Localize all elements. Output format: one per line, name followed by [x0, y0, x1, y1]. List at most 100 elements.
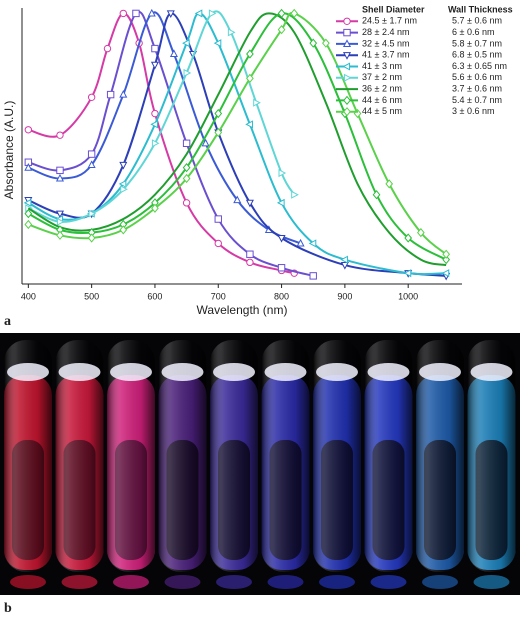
- marker: [441, 269, 450, 278]
- marker: [132, 9, 140, 18]
- marker: [182, 39, 190, 48]
- legend-label: 37 ± 2 nm: [362, 72, 402, 82]
- vial-reflection: [61, 575, 98, 589]
- vial-meniscus: [316, 363, 358, 381]
- vial-meniscus: [110, 363, 152, 381]
- vial-reflection: [370, 575, 407, 589]
- marker: [246, 258, 254, 267]
- marker: [296, 238, 305, 247]
- vial-meniscus: [7, 363, 49, 381]
- marker: [87, 160, 96, 169]
- legend-label: 44 ± 6 nm: [362, 95, 402, 105]
- marker: [233, 195, 242, 204]
- marker: [253, 98, 261, 107]
- legend-wall-thickness: 5.7 ± 0.6 nm: [452, 16, 502, 26]
- marker: [119, 89, 128, 98]
- marker: [183, 68, 192, 77]
- x-tick-label: 500: [84, 291, 99, 301]
- x-tick-label: 900: [337, 291, 352, 301]
- marker: [56, 217, 65, 226]
- marker: [290, 8, 299, 19]
- marker: [343, 17, 351, 25]
- y-axis-label: Absorbance (A.U.): [2, 101, 16, 200]
- marker: [24, 163, 33, 171]
- vial-meniscus: [161, 363, 204, 381]
- marker: [150, 120, 159, 129]
- marker: [245, 199, 254, 208]
- vial-reflection: [319, 575, 355, 589]
- marker: [322, 38, 330, 48]
- panel-label: b: [4, 601, 12, 616]
- marker: [291, 190, 299, 199]
- marker: [103, 44, 112, 53]
- marker: [214, 215, 222, 223]
- marker: [245, 120, 253, 129]
- vial-meniscus: [470, 363, 513, 381]
- series-line: [27, 12, 447, 267]
- marker: [340, 261, 349, 270]
- legend-label: 41 ± 3 nm: [362, 61, 402, 71]
- marker: [87, 93, 96, 101]
- marker: [151, 139, 160, 148]
- legend-label: 41 ± 3.7 nm: [362, 50, 409, 60]
- vial-meniscus: [58, 363, 101, 381]
- marker: [194, 9, 203, 18]
- marker: [24, 126, 33, 134]
- legend-wall-thickness: 6 ± 0.6 nm: [452, 27, 494, 37]
- marker: [343, 107, 351, 117]
- marker: [24, 209, 33, 219]
- marker: [182, 163, 191, 173]
- x-tick-label: 700: [211, 291, 226, 301]
- vial-glass: [416, 340, 464, 572]
- marker: [151, 44, 159, 53]
- marker: [246, 73, 254, 83]
- legend-wall-thickness: 3 ± 0.6 nm: [452, 106, 494, 116]
- marker: [182, 173, 191, 184]
- series-line: [28, 12, 295, 275]
- plot: 400 500 600 700 800 900 1000 Wavelength (nm) Abs…: [2, 4, 513, 317]
- marker: [201, 138, 210, 147]
- marker: [119, 9, 127, 18]
- series-line: [27, 12, 447, 261]
- marker: [150, 61, 159, 70]
- marker: [214, 108, 223, 119]
- marker: [404, 233, 413, 243]
- marker: [166, 10, 175, 19]
- vial-reflection: [473, 575, 510, 589]
- marker: [246, 250, 254, 258]
- marker: [442, 255, 451, 265]
- marker: [120, 185, 128, 194]
- marker: [56, 131, 64, 139]
- vial-glass: [364, 340, 413, 572]
- marker: [340, 255, 348, 264]
- marker: [23, 198, 32, 207]
- vial-glass: [210, 340, 258, 572]
- marker: [385, 179, 394, 189]
- legend-wall-thickness: 6.8 ± 0.5 nm: [452, 50, 502, 60]
- vial-reflection: [216, 575, 252, 589]
- legend-label: 28 ± 2.4 nm: [362, 27, 409, 37]
- marker: [182, 139, 191, 147]
- legend-header: Wall Thickness: [448, 4, 513, 14]
- x-tick-label: 1000: [398, 291, 418, 301]
- vial-reflection: [164, 575, 201, 589]
- marker: [277, 264, 286, 272]
- marker: [87, 233, 96, 243]
- legend-wall-thickness: 5.6 ± 0.6 nm: [452, 72, 502, 82]
- marker: [208, 9, 217, 18]
- x-tick-label: 400: [21, 291, 36, 301]
- legend-wall-thickness: 5.4 ± 0.7 nm: [452, 95, 502, 105]
- marker: [343, 73, 352, 82]
- marker: [118, 179, 127, 188]
- marker: [119, 225, 128, 235]
- marker: [147, 8, 156, 17]
- legend-header: Shell Diameter: [362, 4, 425, 14]
- marker: [56, 166, 64, 175]
- marker: [214, 127, 223, 138]
- marker: [88, 209, 97, 218]
- marker: [151, 203, 159, 213]
- marker: [151, 109, 159, 118]
- marker: [277, 25, 286, 35]
- marker: [277, 234, 286, 243]
- marker: [342, 62, 351, 71]
